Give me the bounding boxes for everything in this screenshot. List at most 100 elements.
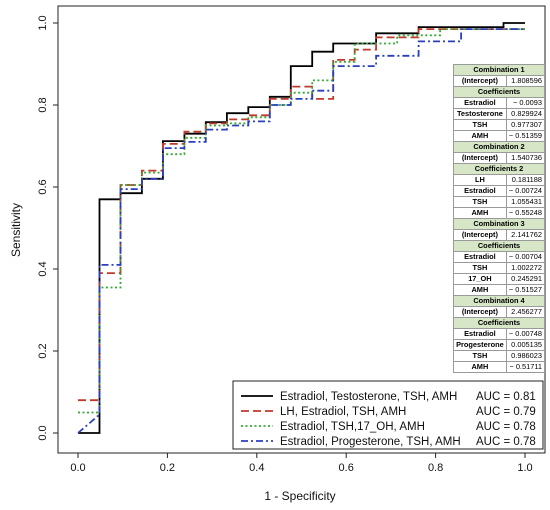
y-tick-label: 1.0: [37, 15, 49, 30]
coef-table-row: Progesterone 0.005135: [453, 339, 546, 351]
coef-table-row: AMH − 0.51359: [453, 130, 546, 142]
y-tick-label: 0.8: [37, 97, 49, 112]
coef-table-row: (Intercept) 2.456277: [453, 306, 546, 318]
legend-box: [232, 380, 544, 450]
x-tick-label: 1.0: [517, 462, 532, 474]
coef-term-name: AMH: [453, 207, 507, 219]
coef-table-header-row: Coefficients: [453, 317, 545, 329]
legend-auc-2: AUC = 0.79: [476, 406, 536, 418]
coef-term-name: AMH: [453, 361, 507, 373]
coef-table-row: Estradiol − 0.00748: [453, 328, 546, 340]
coef-term-value: − 0.51359: [505, 130, 546, 142]
x-tick-label: 0.8: [428, 462, 443, 474]
coef-table-header-row: Combination 3: [453, 218, 545, 230]
coef-term-name: AMH: [453, 284, 507, 296]
coef-term-value: − 0.0093: [505, 97, 546, 109]
coef-section-header: Coefficients: [453, 240, 545, 252]
coef-term-name: Estradiol: [453, 185, 507, 197]
coef-table-header-row: Coefficients 2: [453, 163, 545, 175]
coef-section-header: Coefficients: [453, 317, 545, 329]
coef-term-name: (Intercept): [453, 306, 507, 318]
coef-term-name: TSH: [453, 119, 507, 131]
coef-term-name: AMH: [453, 130, 507, 142]
coef-term-name: (Intercept): [453, 229, 507, 241]
legend-auc-4: AUC = 0.78: [476, 436, 536, 448]
coef-table-row: Estradiol − 0.00704: [453, 251, 546, 263]
coef-table-row: TSH 0.977307: [453, 119, 546, 131]
coef-term-name: Estradiol: [453, 97, 507, 109]
coef-section-header: Combination 1: [453, 64, 545, 76]
coef-term-value: 0.829924: [505, 108, 546, 120]
coef-term-value: 1.808596: [505, 75, 546, 87]
coef-term-value: − 0.00724: [505, 185, 546, 197]
coef-section-header: Combination 4: [453, 295, 545, 307]
y-axis: 0.0 0.2 0.4 0.6 0.8 1.0: [37, 15, 58, 441]
y-tick-label: 0.0: [37, 425, 49, 440]
coef-term-value: − 0.55248: [505, 207, 546, 219]
x-axis: 0.0 0.2 0.4 0.6 0.8 1.0: [70, 453, 533, 474]
coef-term-value: 1.540736: [505, 152, 546, 164]
coef-table-row: AMH − 0.55248: [453, 207, 546, 219]
coef-term-name: Estradiol: [453, 251, 507, 263]
legend-label-4: Estradiol, Progesterone, TSH, AMH: [280, 436, 461, 448]
legend-label-1: Estradiol, Testosterone, TSH, AMH: [280, 391, 457, 403]
y-axis-title: Sensitivity: [9, 203, 23, 257]
coef-section-header: Combination 2: [453, 141, 545, 153]
coef-table-header-row: Combination 2: [453, 141, 545, 153]
coef-table-row: AMH − 0.51527: [453, 284, 546, 296]
coef-table-row: (Intercept) 2.141762: [453, 229, 546, 241]
coef-table-row: TSH 1.002272: [453, 262, 546, 274]
series-line-1: [78, 22, 525, 434]
y-tick-label: 0.6: [37, 179, 49, 194]
coef-table-row: 17_OH 0.245291: [453, 273, 546, 285]
coef-table-header-row: Coefficients: [453, 240, 545, 252]
coef-term-value: 0.005135: [505, 339, 546, 351]
coef-term-name: TSH: [453, 350, 507, 362]
coef-term-name: Testosterone: [453, 108, 507, 120]
legend-auc-3: AUC = 0.78: [476, 421, 536, 433]
coef-term-value: 0.245291: [505, 273, 546, 285]
coef-table-row: (Intercept) 1.808596: [453, 75, 546, 87]
x-tick-label: 0.2: [160, 462, 175, 474]
coef-section-header: Coefficients: [453, 86, 545, 98]
coef-table-row: Estradiol − 0.0093: [453, 97, 546, 109]
coef-term-value: − 0.51527: [505, 284, 546, 296]
coef-term-name: Estradiol: [453, 328, 507, 340]
coef-term-value: 0.181188: [505, 174, 546, 186]
coef-term-value: 0.986023: [505, 350, 546, 362]
coef-term-name: (Intercept): [453, 152, 507, 164]
x-tick-label: 0.6: [339, 462, 354, 474]
coef-term-value: − 0.51711: [505, 361, 546, 373]
coef-term-name: TSH: [453, 262, 507, 274]
legend-label-3: Estradiol, TSH,17_OH, AMH: [280, 421, 425, 433]
coef-term-value: 2.456277: [505, 306, 546, 318]
coef-section-header: Coefficients 2: [453, 163, 545, 175]
coef-term-name: Progesterone: [453, 339, 507, 351]
coef-table-row: AMH − 0.51711: [453, 361, 546, 373]
plot-frame: [57, 5, 546, 454]
coef-table-row: Testosterone 0.829924: [453, 108, 546, 120]
coef-term-value: 0.977307: [505, 119, 546, 131]
coef-table-row: LH 0.181188: [453, 174, 546, 186]
x-tick-label: 0.0: [70, 462, 85, 474]
coef-table-header-row: Combination 4: [453, 295, 545, 307]
coef-term-name: 17_OH: [453, 273, 507, 285]
coef-section-header: Combination 3: [453, 218, 545, 230]
legend-label-2: LH, Estradiol, TSH, AMH: [280, 406, 406, 418]
legend-auc-1: AUC = 0.81: [476, 391, 536, 403]
y-tick-label: 0.2: [37, 343, 49, 358]
x-tick-label: 0.4: [249, 462, 264, 474]
roc-series: [77, 22, 525, 434]
coef-term-value: − 0.00704: [505, 251, 546, 263]
coef-term-value: 2.141762: [505, 229, 546, 241]
coef-term-value: − 0.00748: [505, 328, 546, 340]
coef-table-row: (Intercept) 1.540736: [453, 152, 546, 164]
legend: Estradiol, Testosterone, TSH, AMH AUC = 0…: [232, 380, 544, 450]
x-axis-title: 1 - Specificity: [264, 489, 335, 503]
coef-term-value: 1.055431: [505, 196, 546, 208]
coefficients-table: Combination 1 (Intercept) 1.808596 Coeffici…: [453, 64, 546, 373]
coef-term-name: LH: [453, 174, 507, 186]
coef-table-row: TSH 0.986023: [453, 350, 546, 362]
coef-table-header-row: Coefficients: [453, 86, 545, 98]
coef-term-name: TSH: [453, 196, 507, 208]
